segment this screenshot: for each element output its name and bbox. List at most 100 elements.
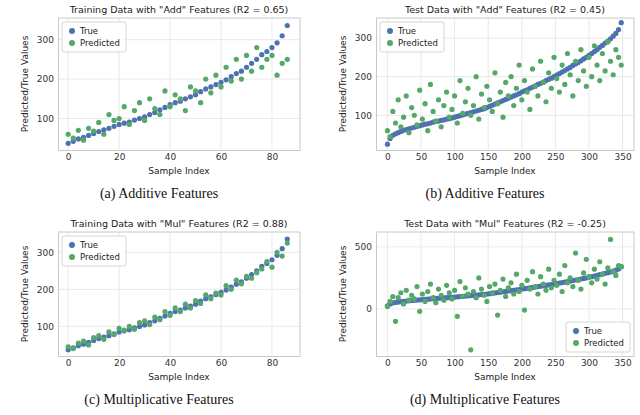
point [619, 20, 624, 25]
point [506, 93, 511, 98]
point [535, 93, 540, 98]
x-tick: 350 [614, 356, 631, 368]
y-tick-label: 300 [37, 248, 54, 258]
point [584, 257, 589, 262]
title: Training Data with "Mul" Features (R2 = … [69, 218, 287, 229]
point [562, 82, 567, 87]
point [551, 55, 556, 60]
title: Test Data with "Add" Features (R2 = 0.45… [404, 4, 605, 15]
point [91, 128, 96, 133]
point [447, 115, 452, 120]
grid-line-x [521, 232, 522, 356]
grid [58, 18, 300, 150]
x-tick: 300 [581, 356, 598, 368]
point [280, 61, 285, 66]
point [420, 117, 425, 122]
y-tick-label: 100 [37, 114, 54, 124]
series [385, 20, 624, 147]
x-tick: 150 [480, 150, 497, 162]
legend-label: True [397, 26, 416, 36]
point [471, 103, 476, 108]
point [229, 287, 234, 292]
x-tick-label: 200 [514, 358, 531, 368]
point [390, 294, 395, 299]
point [425, 289, 430, 294]
x-tick: 100 [447, 150, 464, 162]
point [570, 93, 575, 98]
point [203, 86, 208, 91]
point [565, 51, 570, 56]
point [249, 69, 254, 74]
frame-right [634, 232, 635, 356]
caption: (d) Multiplicative Features [410, 392, 560, 408]
point [578, 286, 583, 291]
point [244, 65, 249, 70]
point [127, 324, 132, 329]
y-axis-label: Predicted/True Values [20, 245, 30, 342]
point [132, 108, 137, 113]
point [280, 253, 285, 258]
x-tick-label: 50 [416, 358, 428, 368]
x-axis: 050100150200250300350 [377, 150, 635, 162]
series [385, 39, 624, 139]
point [96, 120, 101, 125]
point [280, 246, 285, 251]
point [234, 71, 239, 76]
point [385, 128, 390, 133]
x-tick: 50 [416, 356, 428, 368]
point [605, 265, 610, 270]
frame-top [58, 232, 300, 233]
point [597, 78, 602, 83]
x-tick-label: 80 [267, 358, 279, 368]
point [420, 291, 425, 296]
legend: TruePredicted [380, 22, 444, 52]
point [412, 113, 417, 118]
point [484, 84, 489, 89]
point [234, 278, 239, 283]
point [269, 257, 274, 262]
point [431, 295, 436, 300]
point [613, 47, 618, 52]
point [254, 270, 259, 275]
point [457, 78, 462, 83]
legend: TruePredicted [62, 236, 126, 266]
point [71, 346, 76, 351]
point [111, 118, 116, 123]
point [444, 283, 449, 288]
x-tick-label: 300 [581, 358, 598, 368]
point [441, 298, 446, 303]
plot-background [58, 18, 300, 150]
frame-top [376, 232, 634, 233]
point [412, 296, 417, 301]
point [519, 283, 524, 288]
grid-line-x [271, 18, 272, 150]
point [401, 115, 406, 120]
grid-line-y [58, 118, 300, 119]
point [239, 69, 244, 74]
point [147, 112, 152, 117]
x-tick-label: 100 [447, 152, 464, 162]
point [86, 126, 91, 131]
grid-line-x [454, 232, 455, 356]
point [188, 94, 193, 99]
point [178, 309, 183, 314]
point [157, 317, 162, 322]
point [264, 57, 269, 62]
x-tick: 0 [66, 356, 72, 368]
point [152, 106, 157, 111]
caption: (c) Multiplicative Features [84, 392, 233, 408]
point [586, 55, 591, 60]
point [525, 278, 530, 283]
point [441, 103, 446, 108]
point [428, 82, 433, 87]
point [581, 68, 586, 73]
point [549, 86, 554, 91]
y-tick-label: 200 [37, 74, 54, 84]
point [500, 115, 505, 120]
point [495, 101, 500, 106]
point [568, 275, 573, 280]
point [495, 312, 500, 317]
point [390, 109, 395, 114]
point [76, 136, 81, 141]
point [490, 290, 495, 295]
